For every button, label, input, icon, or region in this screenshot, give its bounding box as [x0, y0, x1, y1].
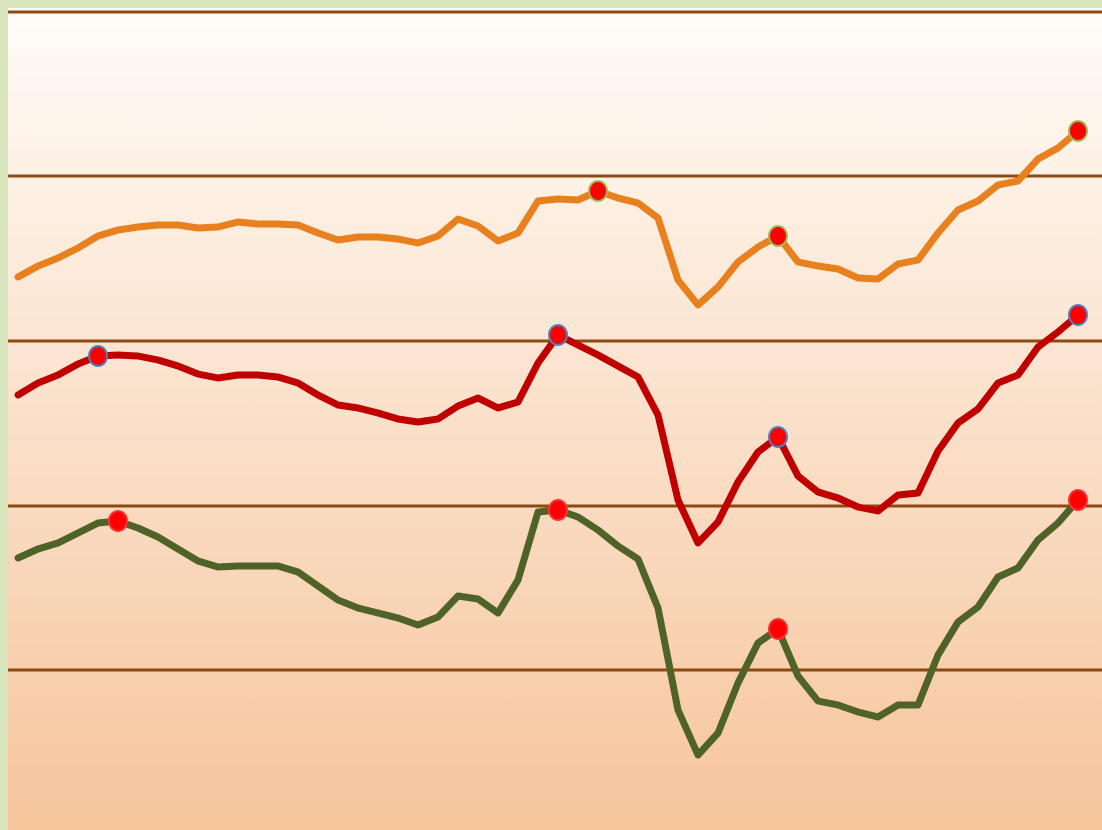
plot-background — [8, 8, 1102, 830]
point-marker — [1068, 120, 1088, 142]
series-line — [14, 127, 1082, 309]
point-marker — [548, 499, 568, 521]
point-marker — [108, 510, 128, 532]
point-marker — [1068, 304, 1088, 326]
point-marker — [768, 618, 788, 640]
point-marker — [88, 345, 108, 367]
series-line — [14, 496, 1082, 759]
series-line — [14, 311, 1082, 547]
point-marker — [768, 225, 788, 247]
point-marker — [588, 180, 608, 202]
point-marker — [768, 426, 788, 448]
point-marker — [548, 324, 568, 346]
point-marker — [1068, 489, 1088, 511]
